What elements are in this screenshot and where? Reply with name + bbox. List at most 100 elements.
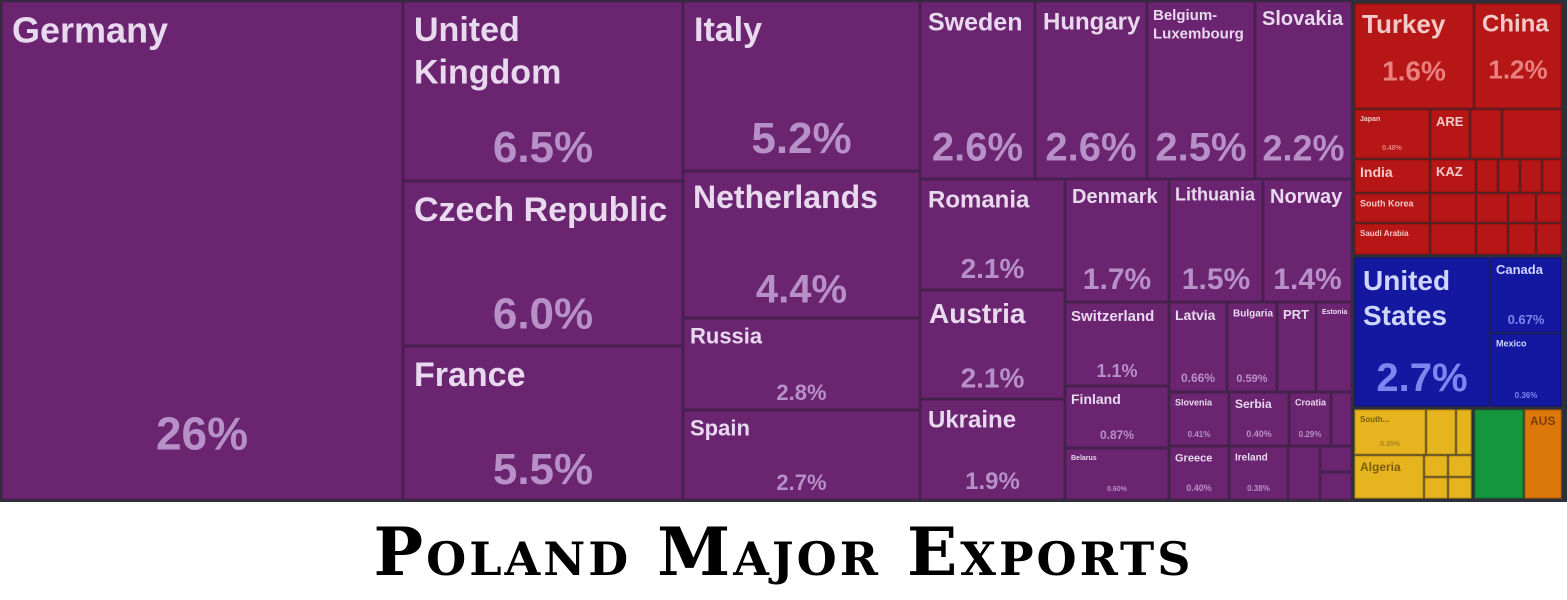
treemap-cell-belgium-luxembourg — [1147, 1, 1255, 179]
treemap-cell-aus — [1524, 409, 1562, 499]
treemap-cell-denmark — [1065, 179, 1169, 302]
treemap-label-slovakia: Slovakia — [1262, 8, 1344, 30]
treemap-label-italy: Italy — [694, 11, 762, 49]
treemap-cell-mexico — [1490, 333, 1562, 407]
treemap-value-norway: 1.4% — [1273, 263, 1341, 296]
treemap-label-united-states: United — [1363, 265, 1450, 296]
treemap-cell-unlabelled-2 — [1320, 472, 1352, 500]
treemap-label-turkey: Turkey — [1362, 9, 1446, 39]
treemap-cell-netherlands — [683, 171, 920, 318]
treemap-value-germany: 26% — [156, 407, 248, 459]
treemap-cell-south — [1354, 409, 1426, 455]
treemap-value-canada: 0.67% — [1508, 312, 1545, 327]
treemap-label-lithuania: Lithuania — [1175, 184, 1256, 204]
treemap-label-switzerland: Switzerland — [1071, 308, 1154, 325]
treemap-cell-turkey — [1354, 3, 1474, 109]
treemap-cell-united-kingdom — [403, 1, 683, 181]
treemap-cell-switzerland — [1065, 302, 1169, 386]
treemap-value-slovenia: 0.41% — [1188, 430, 1211, 439]
treemap-cell-russia — [683, 318, 920, 410]
treemap-svg: Germany 26% United Kingdom 6.5% Czech Republi… — [1, 1, 1562, 500]
treemap-label-mexico: Mexico — [1496, 339, 1527, 349]
treemap-value-france: 5.5% — [493, 445, 593, 494]
treemap-cell-unlabelled-4 — [1470, 109, 1502, 159]
treemap-cell-china — [1474, 3, 1562, 109]
treemap-label-serbia: Serbia — [1235, 397, 1272, 411]
treemap-label-united-states-line2: States — [1363, 300, 1447, 331]
treemap-value-turkey: 1.6% — [1382, 56, 1446, 87]
treemap-value-bulgaria: 0.59% — [1236, 373, 1267, 385]
treemap-value-croatia: 0.29% — [1299, 430, 1322, 439]
treemap-label-latvia: Latvia — [1175, 307, 1216, 323]
treemap-cell-austria — [920, 290, 1065, 399]
treemap-label-prt: PRT — [1283, 307, 1309, 322]
treemap-cell-unlabelled-6 — [1476, 159, 1498, 193]
treemap-value-czech-republic: 6.0% — [493, 290, 593, 339]
treemap-label-denmark: Denmark — [1072, 186, 1158, 208]
treemap-cell-unlabelled-9 — [1542, 159, 1562, 193]
treemap-value-hungary: 2.6% — [1045, 125, 1136, 169]
treemap-cell-spain — [683, 410, 920, 500]
treemap-cell-unlabelled-14 — [1430, 223, 1476, 255]
treemap-cell-serbia — [1229, 392, 1289, 446]
treemap-cell-czech-republic — [403, 181, 683, 346]
treemap-cell-unlabelled-18 — [1426, 409, 1456, 455]
treemap-label-bulgaria: Bulgaria — [1233, 309, 1273, 320]
treemap-value-lithuania: 1.5% — [1182, 263, 1250, 296]
treemap-value-romania: 2.1% — [961, 253, 1025, 284]
treemap-cell-italy — [683, 1, 920, 171]
treemap-value-russia: 2.8% — [776, 380, 826, 405]
treemap-cell-prt — [1277, 302, 1316, 392]
treemap-label-croatia: Croatia — [1295, 398, 1327, 408]
treemap-cell-algeria — [1354, 455, 1424, 499]
treemap-cell-unlabelled-10 — [1430, 193, 1476, 223]
treemap-cell-unlabelled-13 — [1536, 193, 1562, 223]
treemap-cell-unlabelled-12 — [1508, 193, 1536, 223]
treemap-cell-greece — [1169, 446, 1229, 500]
treemap-value-china: 1.2% — [1488, 55, 1547, 85]
treemap-cell-united-states — [1354, 257, 1490, 407]
treemap-cell-ireland — [1229, 446, 1288, 500]
treemap-label-ukraine: Ukraine — [928, 406, 1016, 433]
treemap-cell-unlabelled-7 — [1498, 159, 1520, 193]
treemap-value-ukraine: 1.9% — [965, 468, 1020, 495]
treemap-cell-romania — [920, 179, 1065, 290]
treemap-label-germany: Germany — [12, 10, 168, 51]
treemap-cell-unlabelled-8 — [1520, 159, 1542, 193]
treemap-cell-bulgaria — [1227, 302, 1277, 392]
treemap-value-south: 0.35% — [1380, 441, 1401, 448]
treemap-label-finland: Finland — [1071, 391, 1121, 407]
treemap-label-united-kingdom-line2: Kingdom — [414, 53, 561, 91]
treemap-cell-unlabelled-5 — [1502, 109, 1562, 159]
treemap-cell-latvia — [1169, 302, 1227, 392]
treemap-cell-south-korea — [1354, 193, 1430, 223]
treemap-cell-germany — [1, 1, 403, 500]
treemap-label-aus: AUS — [1530, 414, 1555, 428]
treemap-value-belarus: 0.60% — [1107, 486, 1128, 493]
treemap-label-canada: Canada — [1496, 262, 1544, 277]
page-title: Poland Major Exports — [373, 513, 1194, 591]
treemap-label-japan: Japan — [1360, 116, 1380, 123]
treemap-value-italy: 5.2% — [751, 114, 851, 163]
treemap-cell-unlabelled-1 — [1320, 446, 1352, 472]
treemap-label-sweden: Sweden — [928, 8, 1022, 36]
treemap-cell-unlabelled-16 — [1508, 223, 1536, 255]
treemap-label-china: China — [1482, 10, 1549, 37]
treemap-label-spain: Spain — [690, 416, 750, 441]
treemap-label-are: ARE — [1436, 114, 1464, 129]
treemap-label-austria: Austria — [929, 298, 1026, 329]
treemap-cell-ukraine — [920, 399, 1065, 500]
treemap-label-ireland: Ireland — [1235, 453, 1268, 464]
treemap-label-saudi-arabia: Saudi Arabia — [1360, 229, 1409, 238]
treemap-value-mexico: 0.36% — [1515, 391, 1538, 400]
treemap-cell-india — [1354, 159, 1430, 193]
treemap-value-denmark: 1.7% — [1083, 263, 1151, 296]
treemap-cell-unlabelled-3 — [1331, 392, 1352, 446]
treemap-cell-lithuania — [1169, 179, 1263, 302]
treemap-label-russia: Russia — [690, 324, 763, 349]
treemap-label-kaz: KAZ — [1436, 164, 1463, 179]
treemap-cell-hungary — [1035, 1, 1147, 179]
treemap-value-latvia: 0.66% — [1181, 371, 1215, 385]
treemap-cell-finland — [1065, 386, 1169, 448]
treemap-label-greece: Greece — [1175, 452, 1212, 464]
